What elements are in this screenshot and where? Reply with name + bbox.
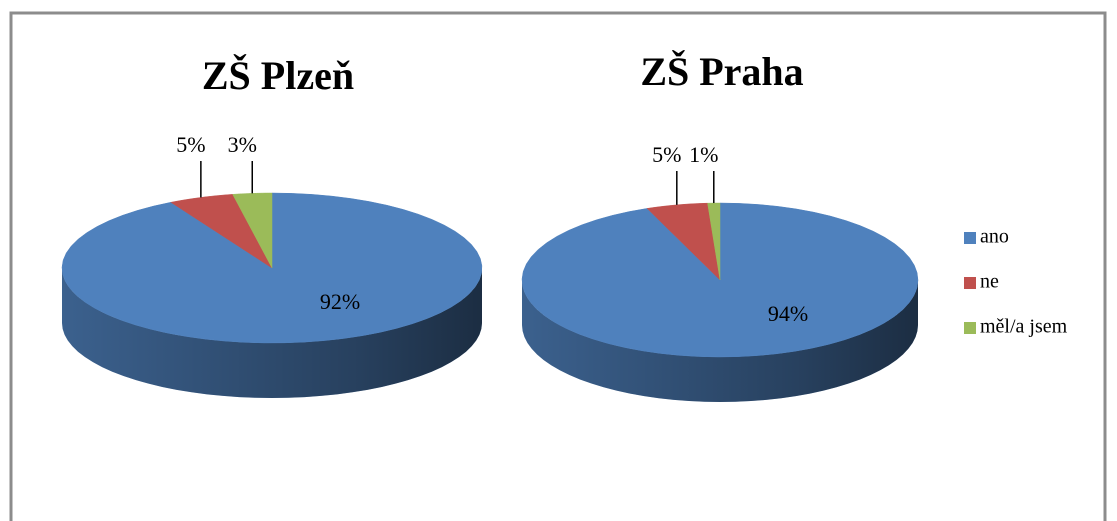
legend-swatch: [964, 322, 976, 334]
chart-title: ZŠ Plzeň: [202, 53, 354, 98]
legend-label: ano: [980, 226, 1009, 248]
legend-label: měl/a jsem: [980, 316, 1068, 338]
pie-slice: [170, 194, 273, 269]
data-label: 3%: [228, 132, 257, 157]
data-label: 5%: [176, 132, 205, 157]
legend-label: ne: [980, 271, 999, 293]
data-label: 92%: [320, 289, 360, 314]
legend-swatch: [964, 232, 976, 244]
data-label: 5%: [652, 142, 681, 167]
pie-side-shade: [62, 268, 482, 398]
data-label: 94%: [768, 301, 808, 326]
chart-title: ZŠ Praha: [640, 49, 803, 94]
legend-swatch: [964, 277, 976, 289]
data-label: 1%: [689, 142, 718, 167]
pie-slice: [232, 192, 273, 269]
pie-side-shade: [522, 280, 918, 402]
